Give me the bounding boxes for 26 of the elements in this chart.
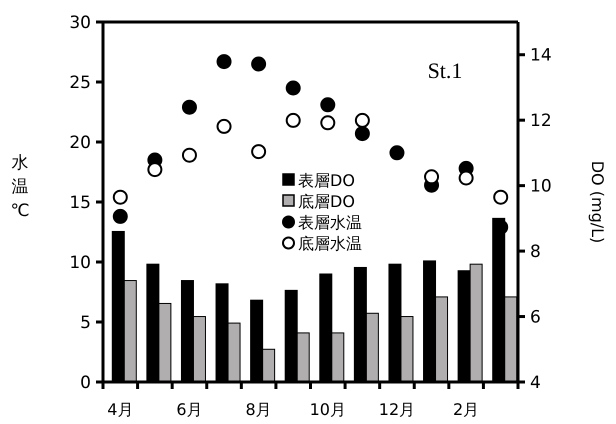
y-tick-label: 20	[69, 133, 91, 153]
x-tick-label: 2月	[453, 400, 480, 419]
y-tick-label: 10	[69, 253, 91, 273]
y2-tick-label: 12	[530, 111, 552, 132]
x-tick-label: 10月	[310, 400, 346, 419]
x-tick-label: 12月	[378, 400, 416, 419]
y2-axis-title: DO (mg/L)	[588, 160, 607, 244]
x-tick-label: 4月	[107, 400, 134, 419]
legend-label: 表層水温	[298, 213, 362, 232]
y-axis-title: 水温℃	[10, 153, 30, 221]
y-tick-label: 0	[80, 373, 91, 393]
x-tick-label: 8月	[246, 400, 272, 419]
y2-tick-label: 10	[530, 176, 552, 197]
y-tick-label: 15	[69, 193, 91, 213]
y-tick-label: 5	[80, 313, 91, 333]
y2-tick-label: 8	[530, 242, 541, 262]
y-tick-label: 30	[69, 13, 91, 33]
y-tick-label: 25	[69, 73, 91, 93]
y2-tick-label: 14	[530, 46, 552, 66]
annotation: St.1	[428, 58, 462, 83]
y2-tick-label: 6	[530, 308, 541, 328]
y2-tick-label: 4	[530, 373, 541, 393]
x-tick-label: 6月	[176, 400, 203, 419]
legend-label: 表層DO	[298, 171, 355, 190]
legend-label: 底層水温	[298, 234, 362, 253]
legend-label: 底層DO	[298, 192, 355, 211]
